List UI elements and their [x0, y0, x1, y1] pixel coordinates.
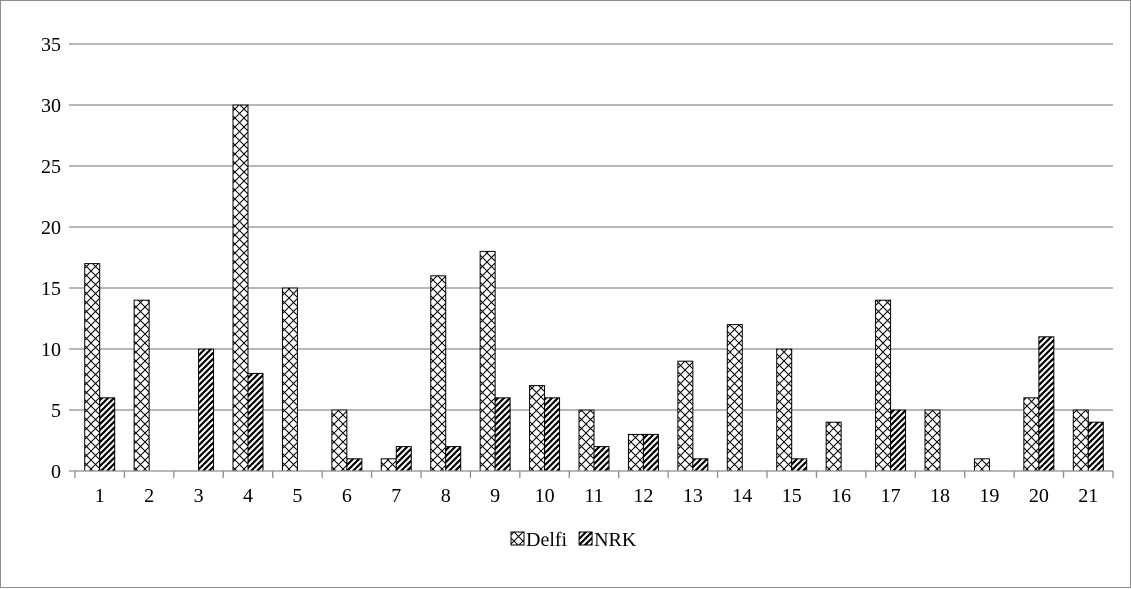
bar-delfi-4	[232, 104, 249, 472]
y-tick-label: 0	[51, 461, 61, 483]
x-tick-label: 6	[342, 485, 352, 507]
bar-delfi-8	[430, 275, 447, 472]
x-tick-label: 1	[95, 485, 105, 507]
bar-nrk-15	[791, 458, 808, 472]
x-tick-label: 3	[194, 485, 204, 507]
y-tick-label: 25	[41, 156, 61, 178]
x-tick-label: 4	[243, 485, 253, 507]
bar-nrk-7	[395, 446, 412, 472]
x-tick-label: 12	[633, 485, 653, 507]
bar-nrk-12	[642, 433, 659, 472]
gridlines	[69, 43, 1113, 411]
x-tick-label: 10	[535, 485, 555, 507]
y-tick-label: 30	[41, 95, 61, 117]
legend-item-nrk: NRK	[578, 529, 637, 551]
bar-delfi-9	[479, 250, 496, 472]
x-tick-label: 13	[683, 485, 703, 507]
bar-nrk-3	[198, 348, 215, 472]
x-tick-label: 8	[441, 485, 451, 507]
bar-nrk-8	[445, 446, 462, 472]
x-tick-label: 15	[782, 485, 802, 507]
x-tick-label: 9	[490, 485, 500, 507]
legend-label-delfi: Delfi	[526, 529, 568, 551]
bar-nrk-20	[1038, 336, 1055, 472]
bar-nrk-21	[1087, 421, 1104, 472]
legend-swatch-nrk	[578, 531, 593, 546]
x-tick-label: 11	[584, 485, 603, 507]
bar-delfi-13	[677, 360, 694, 472]
x-tick-label: 19	[979, 485, 999, 507]
bar-delfi-12	[627, 433, 644, 472]
bar-nrk-9	[494, 397, 511, 472]
bar-delfi-7	[380, 458, 397, 472]
bar-delfi-18	[924, 409, 941, 472]
bar-delfi-15	[776, 348, 793, 472]
x-axis	[69, 470, 1114, 478]
bar-nrk-6	[346, 458, 363, 472]
legend-label-nrk: NRK	[594, 529, 637, 551]
bar-delfi-2	[133, 299, 150, 472]
bar-delfi-16	[825, 421, 842, 472]
x-tick-label: 17	[881, 485, 901, 507]
y-tick-label: 20	[41, 217, 61, 239]
x-axis-tick-labels: 1 2 3 4 5 6 7 8 9 10 11 12 13 14 15 16 17 18 19 20 21	[95, 485, 1099, 507]
x-tick-label: 14	[732, 485, 752, 507]
bar-delfi-1	[84, 263, 101, 472]
legend: Delfi NRK	[510, 529, 637, 551]
x-tick-label: 21	[1078, 485, 1098, 507]
bar-nrk-17	[890, 409, 907, 472]
x-tick-label: 7	[391, 485, 401, 507]
x-tick-label: 5	[292, 485, 302, 507]
y-tick-label: 35	[41, 34, 61, 56]
y-tick-label: 15	[41, 278, 61, 300]
bar-nrk-13	[692, 458, 709, 472]
bar-nrk-4	[247, 372, 264, 472]
bar-delfi-6	[331, 409, 348, 472]
bar-delfi-17	[875, 299, 892, 472]
y-axis-tick-labels: 0 5 10 15 20 25 30 35	[41, 34, 61, 483]
bar-nrk-11	[593, 446, 610, 472]
bar-delfi-10	[529, 385, 546, 472]
bar-delfi-14	[726, 324, 743, 472]
bar-delfi-20	[1023, 397, 1040, 472]
y-tick-label: 5	[51, 400, 61, 422]
bar-delfi-5	[281, 287, 298, 472]
x-tick-label: 2	[144, 485, 154, 507]
bar-nrk-1	[99, 397, 116, 472]
legend-swatch-delfi	[510, 531, 525, 546]
y-tick-label: 10	[41, 339, 61, 361]
bar-delfi-11	[578, 409, 595, 472]
x-tick-label: 20	[1029, 485, 1049, 507]
bar-delfi-19	[973, 458, 990, 472]
x-tick-label: 18	[930, 485, 950, 507]
bar-nrk-10	[544, 397, 561, 472]
bars	[84, 104, 1104, 472]
bar-delfi-21	[1072, 409, 1089, 472]
x-tick-label: 16	[831, 485, 851, 507]
legend-item-delfi: Delfi	[510, 529, 568, 551]
